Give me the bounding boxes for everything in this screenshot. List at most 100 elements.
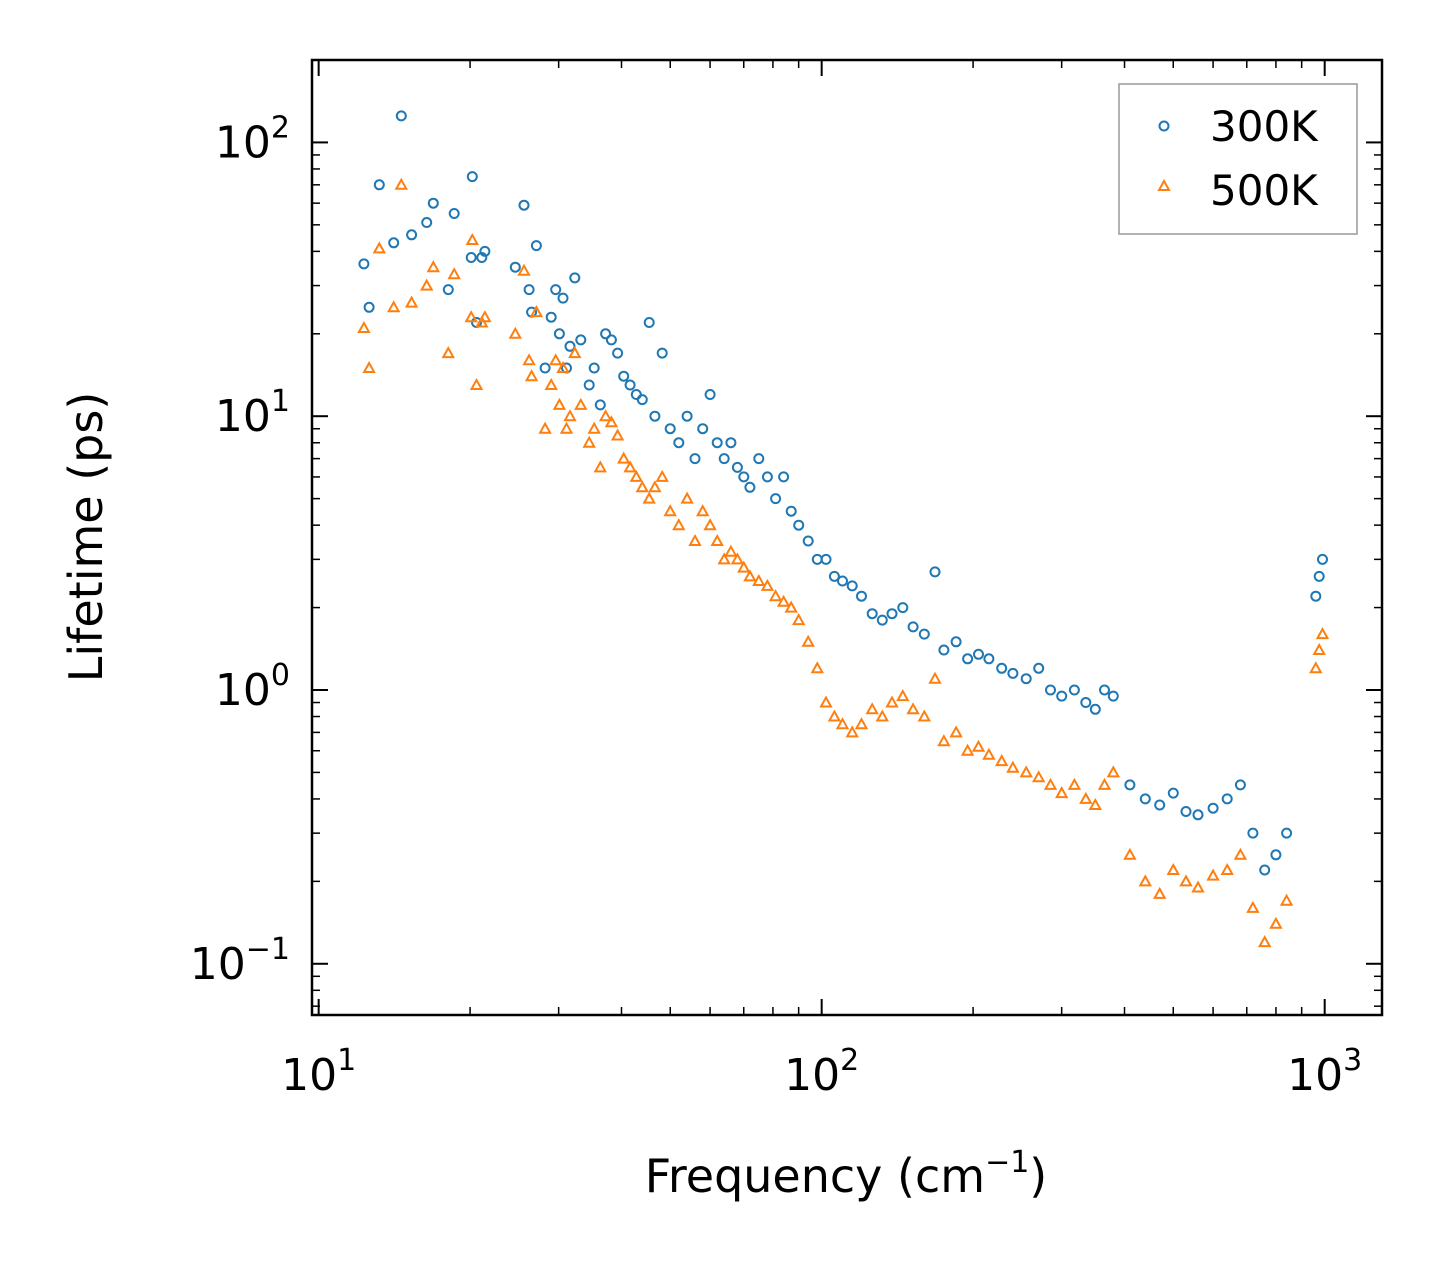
point-500k-93 xyxy=(1166,862,1180,875)
major-ticks: 101 102 103 10−1 100 101 102 xyxy=(190,60,1382,1101)
point-300k-19 xyxy=(530,240,542,252)
point-300k-76 xyxy=(962,653,974,665)
point-300k-70 xyxy=(897,602,909,614)
point-300k-11 xyxy=(466,171,478,183)
point-500k-53 xyxy=(743,569,757,582)
point-300k-7 xyxy=(427,197,439,209)
point-500k-74 xyxy=(937,734,951,747)
point-500k-11 xyxy=(465,232,479,245)
legend-500k-marker-icon xyxy=(1157,178,1171,191)
point-300k-84 xyxy=(1056,690,1068,702)
point-300k-56 xyxy=(770,493,782,505)
point-300k-14 xyxy=(479,245,491,257)
point-300k-15 xyxy=(509,261,521,273)
point-500k-10 xyxy=(464,310,478,323)
point-500k-54 xyxy=(752,573,766,586)
point-500k-3 xyxy=(387,300,401,313)
point-500k-41 xyxy=(655,469,669,482)
point-500k-33 xyxy=(604,415,619,428)
point-500k-16 xyxy=(517,263,531,276)
point-500k-12 xyxy=(469,377,484,390)
point-300k-5 xyxy=(406,229,418,241)
point-300k-50 xyxy=(725,437,737,449)
point-300k-32 xyxy=(600,328,612,340)
point-300k-53 xyxy=(744,481,756,493)
point-300k-49 xyxy=(718,453,730,465)
point-300k-46 xyxy=(697,423,709,435)
point-300k-47 xyxy=(704,389,716,400)
point-300k-91 xyxy=(1139,793,1151,805)
point-300k-87 xyxy=(1089,703,1101,715)
point-300k-27 xyxy=(569,272,581,284)
x-tick-label: 103 xyxy=(1287,1043,1362,1101)
point-300k-75 xyxy=(950,636,962,648)
point-300k-79 xyxy=(996,662,1008,674)
point-500k-63 xyxy=(827,709,842,722)
point-500k-70 xyxy=(896,689,910,702)
point-300k-101 xyxy=(1270,849,1282,861)
point-300k-57 xyxy=(778,471,790,483)
point-500k-0 xyxy=(357,320,371,333)
point-500k-50 xyxy=(724,544,738,557)
point-500k-34 xyxy=(610,428,625,441)
point-300k-96 xyxy=(1207,802,1219,814)
point-500k-35 xyxy=(617,451,631,464)
point-300k-59 xyxy=(793,519,805,531)
point-500k-17 xyxy=(522,353,536,366)
point-500k-91 xyxy=(1138,874,1152,887)
point-500k-105 xyxy=(1315,627,1330,640)
point-300k-28 xyxy=(575,334,587,346)
y-tick-label: 100 xyxy=(215,658,290,716)
point-500k-90 xyxy=(1123,847,1137,860)
point-500k-72 xyxy=(917,709,931,722)
point-500k-45 xyxy=(688,533,702,546)
point-300k-92 xyxy=(1154,799,1166,811)
point-300k-21 xyxy=(545,311,557,323)
point-500k-80 xyxy=(1006,760,1020,773)
point-300k-93 xyxy=(1167,787,1179,799)
point-300k-33 xyxy=(605,334,617,346)
point-500k-71 xyxy=(906,702,920,715)
point-500k-100 xyxy=(1258,935,1272,948)
point-300k-44 xyxy=(681,410,693,422)
plot-frame xyxy=(310,58,1384,1017)
point-500k-76 xyxy=(960,743,975,756)
point-500k-78 xyxy=(982,747,996,760)
point-500k-95 xyxy=(1191,880,1205,893)
point-300k-0 xyxy=(358,258,370,270)
point-500k-9 xyxy=(447,267,461,280)
point-300k-40 xyxy=(649,410,661,422)
point-300k-13 xyxy=(476,252,488,263)
point-300k-34 xyxy=(612,347,624,359)
point-300k-77 xyxy=(973,648,984,660)
point-500k-62 xyxy=(819,695,833,708)
point-500k-102 xyxy=(1279,893,1294,906)
point-500k-5 xyxy=(404,295,419,308)
point-500k-79 xyxy=(995,754,1009,767)
point-500k-2 xyxy=(372,241,386,254)
point-500k-15 xyxy=(508,326,522,339)
point-300k-22 xyxy=(550,284,562,296)
point-300k-71 xyxy=(907,621,919,633)
point-500k-46 xyxy=(696,504,710,517)
point-500k-85 xyxy=(1067,777,1082,790)
point-500k-82 xyxy=(1032,770,1046,783)
point-500k-42 xyxy=(663,504,677,517)
legend-box xyxy=(1118,83,1358,235)
series-500k xyxy=(357,177,1330,948)
point-500k-27 xyxy=(568,346,582,359)
point-500k-36 xyxy=(623,460,637,473)
point-300k-45 xyxy=(689,453,701,465)
point-300k-105 xyxy=(1317,553,1328,565)
point-300k-42 xyxy=(664,423,676,435)
point-500k-73 xyxy=(928,671,942,684)
point-500k-30 xyxy=(587,421,601,434)
minor-ticks xyxy=(312,60,1382,1015)
point-500k-56 xyxy=(768,589,783,602)
point-300k-95 xyxy=(1192,809,1204,821)
point-500k-47 xyxy=(703,518,717,531)
point-300k-63 xyxy=(828,570,840,582)
point-300k-89 xyxy=(1107,690,1119,702)
point-300k-73 xyxy=(929,566,941,578)
point-500k-43 xyxy=(672,518,686,531)
